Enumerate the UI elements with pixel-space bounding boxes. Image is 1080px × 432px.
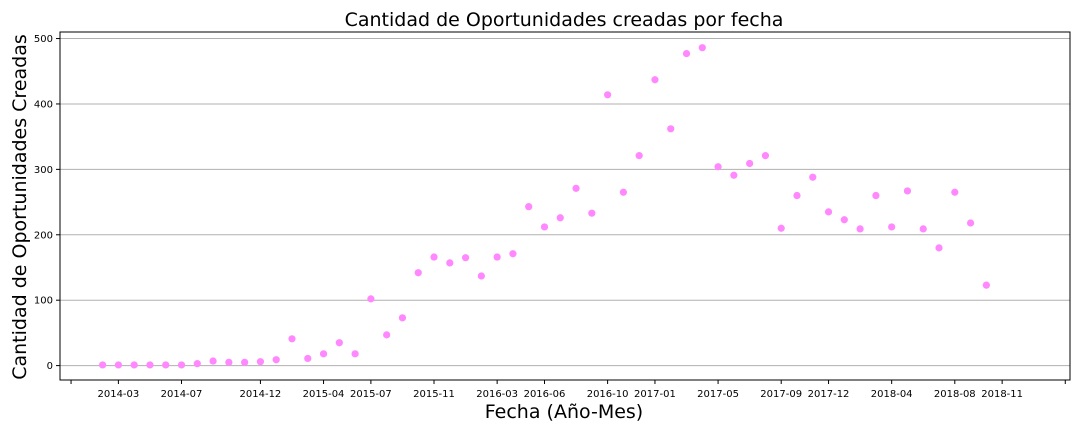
x-tick-label: 2015-04 [303,389,345,400]
data-point [241,358,249,366]
data-point [667,125,675,133]
data-point [383,331,391,339]
y-axis-title: Cantidad de Oportunidades Creadas [9,34,31,380]
chart-title: Cantidad de Oportunidades creadas por fe… [345,9,784,31]
data-point [177,361,186,369]
data-point [903,187,912,195]
data-point [872,191,880,200]
data-point [335,339,343,347]
data-point [351,350,359,358]
data-point [99,361,107,369]
data-point [272,356,280,364]
x-tick-label: 2018-11 [981,389,1023,400]
data-points [99,44,990,369]
data-point [193,360,201,368]
data-point [809,173,817,181]
data-point [619,188,627,196]
x-tick-label: 2014-03 [97,389,139,400]
data-point [162,361,170,369]
data-point [414,269,422,277]
x-tick-label: 2015-11 [413,389,455,400]
y-tick-label: 400 [34,99,53,110]
data-point [982,281,990,289]
x-tick-label: 2018-08 [934,389,976,400]
gridlines [60,38,1070,367]
data-point [398,314,407,322]
data-point [146,361,154,369]
x-tick-label: 2014-12 [240,389,282,400]
x-tick-label: 2017-01 [634,389,676,400]
data-point [951,188,959,196]
data-point [966,219,975,227]
data-point [288,335,296,343]
x-tick-label: 2017-09 [760,389,802,400]
data-point [556,214,564,222]
data-point [856,225,864,233]
data-point [698,44,706,52]
data-point [446,259,454,267]
data-point [304,354,312,363]
x-tick-label: 2016-06 [524,389,566,400]
x-tick-label: 2017-05 [697,389,739,400]
data-point [225,358,233,366]
data-point [430,253,438,261]
x-axis: 2014-03 2014-07 2014-12 2015-04 2015-07 2015-… [70,380,1066,400]
y-tick-label: 300 [34,165,53,176]
data-point [588,209,596,217]
y-tick-label: 500 [34,34,53,45]
data-point [919,225,927,233]
y-tick-label: 200 [34,230,53,241]
data-point [824,208,833,216]
data-point [840,216,848,224]
data-point [256,358,265,366]
plot-frame [59,31,1071,381]
data-point [714,163,722,171]
x-tick-label: 2016-03 [476,389,518,400]
data-point [888,223,896,231]
x-tick-label: 2016-10 [587,389,629,400]
data-point [319,350,328,358]
data-point [540,223,549,231]
data-point [761,152,770,160]
y-tick-label: 100 [34,296,53,307]
data-point [604,91,612,99]
data-point [477,272,485,280]
y-tick-label: 0 [47,361,53,372]
x-tick-label: 2014-07 [161,389,203,400]
data-point [682,49,691,58]
data-point [572,184,580,192]
data-point [367,295,375,303]
y-axis: 0 100 200 300 400 500 [34,34,60,372]
data-point [935,244,943,252]
x-tick-label: 2015-07 [350,389,392,400]
data-point [493,253,501,261]
data-point [746,159,754,168]
data-point [730,171,738,179]
data-point [635,152,643,160]
data-point [461,254,470,262]
x-axis-title: Fecha (Año-Mes) [485,401,643,423]
data-point [777,224,785,232]
data-point [509,250,517,258]
data-point [525,203,533,211]
data-point [793,191,801,200]
data-point [651,76,659,84]
data-point [130,361,138,369]
data-point [114,361,122,369]
x-tick-label: 2018-04 [871,389,913,400]
x-tick-label: 2017-12 [808,389,850,400]
data-point [209,357,217,365]
